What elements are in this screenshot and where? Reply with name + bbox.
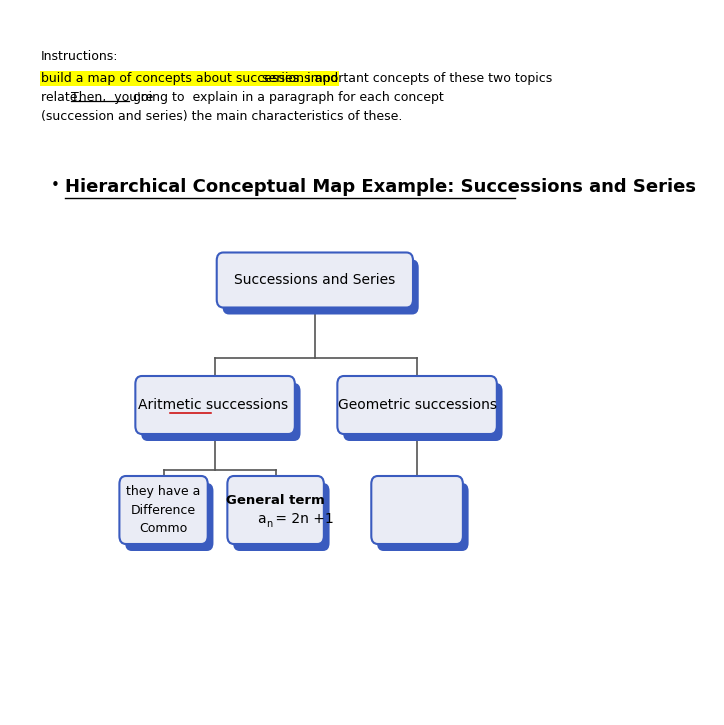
FancyBboxPatch shape [343, 383, 502, 441]
FancyBboxPatch shape [377, 483, 468, 551]
Text: a: a [257, 512, 266, 526]
Text: build a map of concepts about successions and: build a map of concepts about succession… [41, 72, 338, 85]
Text: relate.: relate. [41, 91, 85, 104]
Text: Then,  you're: Then, you're [71, 91, 153, 104]
FancyBboxPatch shape [227, 476, 324, 544]
Text: = 2n +1: = 2n +1 [271, 512, 334, 526]
Text: going to  explain in a paragraph for each concept: going to explain in a paragraph for each… [129, 91, 444, 104]
Text: •: • [51, 178, 59, 193]
FancyBboxPatch shape [337, 376, 497, 434]
FancyBboxPatch shape [216, 252, 413, 307]
FancyBboxPatch shape [141, 383, 300, 441]
FancyBboxPatch shape [371, 476, 463, 544]
Text: Geometric successions: Geometric successions [337, 398, 497, 412]
Text: (succession and series) the main characteristics of these.: (succession and series) the main charact… [41, 110, 403, 123]
Text: Hierarchical Conceptual Map Example: Successions and Series: Hierarchical Conceptual Map Example: Suc… [65, 178, 696, 196]
Text: Aritmetic successions: Aritmetic successions [138, 398, 287, 412]
FancyBboxPatch shape [119, 476, 208, 544]
Text: n: n [266, 519, 273, 529]
Text: General term: General term [226, 494, 325, 508]
FancyBboxPatch shape [125, 483, 214, 551]
FancyBboxPatch shape [135, 376, 295, 434]
FancyBboxPatch shape [222, 260, 418, 315]
Text: Instructions:: Instructions: [41, 50, 119, 63]
Text: series. important concepts of these two topics: series. important concepts of these two … [258, 72, 552, 85]
FancyBboxPatch shape [233, 483, 329, 551]
Text: they have a
Difference
Commo: they have a Difference Commo [127, 486, 201, 534]
Text: Successions and Series: Successions and Series [235, 273, 395, 287]
